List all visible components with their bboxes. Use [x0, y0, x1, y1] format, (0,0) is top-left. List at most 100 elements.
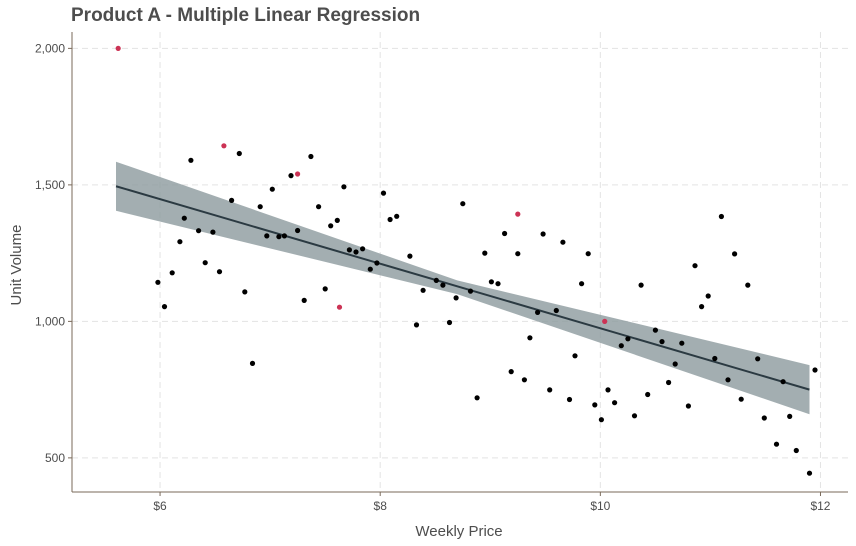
observed-point-36 [407, 253, 413, 259]
observed-point-28 [346, 247, 352, 253]
highlighted-point-5 [602, 318, 608, 324]
observed-point-17 [276, 234, 282, 240]
observed-point-25 [328, 223, 334, 229]
observed-point-88 [761, 415, 767, 421]
observed-point-12 [242, 289, 248, 295]
observed-point-18 [281, 233, 287, 239]
observed-point-5 [188, 157, 194, 163]
observed-point-68 [625, 336, 631, 342]
observed-point-56 [547, 387, 553, 393]
observed-point-93 [806, 470, 813, 476]
x-tick-label-1: $8 [374, 499, 388, 513]
observed-point-70 [638, 282, 644, 288]
observed-point-84 [732, 251, 738, 257]
data-points [115, 45, 818, 476]
observed-point-72 [652, 327, 659, 333]
highlighted-point-3 [336, 304, 343, 310]
observed-point-35 [394, 213, 400, 219]
observed-point-92 [793, 447, 799, 454]
observed-point-11 [236, 150, 242, 157]
observed-point-54 [535, 309, 541, 315]
x-axis-title: Weekly Price [415, 523, 502, 540]
observed-point-86 [745, 282, 751, 288]
observed-point-39 [433, 277, 439, 283]
observed-point-62 [585, 251, 591, 257]
highlighted-point-0 [115, 45, 121, 52]
observed-point-16 [269, 186, 275, 192]
observed-point-43 [460, 201, 466, 207]
observed-point-89 [773, 441, 780, 447]
x-tick-label-3: $12 [810, 499, 830, 513]
observed-point-29 [353, 249, 359, 255]
observed-point-59 [566, 396, 573, 403]
observed-point-77 [685, 403, 692, 409]
observed-point-33 [380, 190, 387, 196]
observed-point-45 [474, 395, 480, 401]
observed-point-9 [216, 269, 223, 275]
chart-title: Product A - Multiple Linear Regression [71, 5, 421, 26]
observed-point-2 [169, 270, 175, 276]
observed-point-64 [598, 417, 605, 423]
observed-point-65 [605, 387, 611, 393]
observed-point-20 [295, 227, 301, 234]
observed-point-82 [718, 213, 725, 220]
observed-point-55 [540, 231, 546, 237]
observed-point-90 [780, 379, 786, 385]
observed-point-49 [502, 230, 508, 237]
y-tick-label-0: 500 [45, 451, 65, 465]
observed-point-50 [508, 369, 514, 375]
observed-point-83 [725, 377, 731, 383]
observed-point-30 [360, 246, 366, 252]
observed-point-57 [553, 307, 559, 314]
regression-line-layer [115, 185, 810, 391]
highlighted-point-4 [515, 211, 521, 217]
observed-point-91 [787, 413, 793, 419]
observed-point-73 [659, 339, 665, 345]
observed-point-81 [712, 355, 718, 362]
observed-point-21 [301, 297, 307, 303]
axes [68, 32, 848, 496]
observed-point-6 [196, 228, 202, 234]
observed-point-44 [467, 288, 474, 294]
observed-point-80 [705, 293, 711, 299]
observed-point-32 [374, 260, 380, 266]
y-tick-label-3: 2,000 [35, 41, 65, 55]
regression-line [115, 185, 810, 391]
highlighted-point-1 [221, 143, 227, 149]
observed-point-71 [645, 391, 651, 398]
observed-point-53 [527, 335, 533, 341]
observed-point-74 [666, 379, 672, 386]
observed-point-1 [161, 304, 168, 310]
observed-point-26 [334, 217, 340, 223]
y-tick-label-1: 1,000 [35, 314, 65, 328]
highlighted-point-2 [295, 171, 301, 177]
observed-point-78 [692, 263, 698, 269]
observed-point-61 [579, 281, 585, 287]
observed-point-15 [264, 233, 270, 239]
grid-lines [72, 32, 848, 492]
observed-point-47 [488, 279, 494, 285]
x-tick-label-0: $6 [153, 499, 167, 513]
observed-point-0 [155, 279, 161, 285]
observed-point-4 [181, 215, 187, 221]
observed-point-27 [341, 184, 347, 190]
observed-point-51 [515, 251, 521, 257]
y-tick-label-2: 1,500 [35, 178, 65, 192]
observed-point-37 [413, 322, 420, 328]
x-tick-label-2: $10 [590, 499, 610, 513]
observed-point-8 [210, 229, 216, 235]
observed-point-38 [420, 287, 426, 293]
observed-point-48 [495, 281, 501, 287]
observed-point-31 [367, 266, 373, 272]
observed-point-60 [572, 353, 578, 359]
observed-point-58 [560, 239, 566, 245]
observed-point-75 [672, 361, 678, 367]
observed-point-24 [322, 286, 328, 292]
observed-point-42 [453, 295, 459, 301]
observed-point-63 [592, 402, 598, 408]
observed-point-10 [229, 197, 235, 203]
observed-point-7 [202, 260, 208, 266]
observed-point-41 [446, 319, 453, 326]
observed-point-23 [316, 204, 322, 210]
